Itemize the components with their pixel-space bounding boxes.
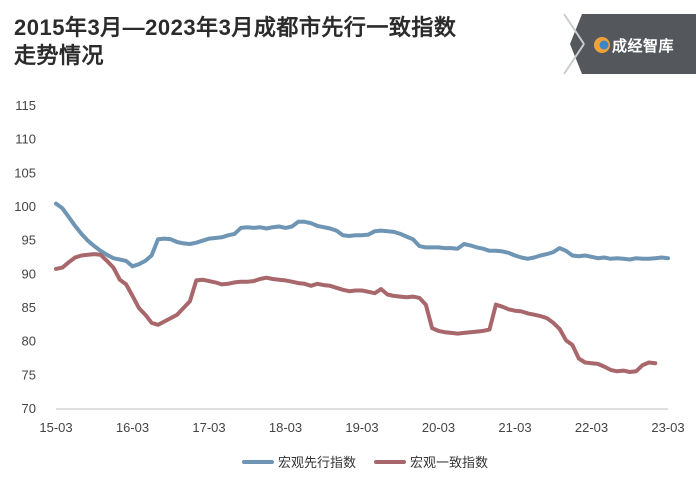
chart-title-line1: 2015年3月—2023年3月成都市先行一致指数 bbox=[14, 15, 457, 40]
x-tick-label: 23-03 bbox=[651, 420, 684, 435]
y-tick-label: 70 bbox=[22, 401, 36, 416]
y-tick-label: 75 bbox=[22, 367, 36, 382]
x-tick-label: 21-03 bbox=[498, 420, 531, 435]
series-lines bbox=[54, 201, 670, 374]
y-tick-label: 110 bbox=[15, 132, 36, 147]
chart-title: 2015年3月—2023年3月成都市先行一致指数 走势情况 bbox=[14, 14, 554, 70]
x-tick-label: 22-03 bbox=[575, 420, 608, 435]
y-tick-label: 105 bbox=[14, 165, 36, 180]
series-line-1 bbox=[54, 252, 658, 374]
y-tick-label: 95 bbox=[22, 233, 36, 248]
y-tick-label: 115 bbox=[15, 98, 36, 113]
y-tick-label: 80 bbox=[22, 334, 36, 349]
x-tick-label: 15-03 bbox=[39, 420, 72, 435]
x-axis: 15-03 16-03 17-03 18-03 19-03 20-03 21-03 22-03… bbox=[39, 408, 685, 435]
series-line-0 bbox=[54, 201, 670, 269]
logo-text: 成经智库 bbox=[612, 38, 675, 55]
y-axis: 70 75 80 85 90 95 100 105 110 115 bbox=[14, 98, 36, 416]
legend: 宏观先行指数 宏观一致指数 bbox=[242, 455, 488, 470]
x-tick-label: 19-03 bbox=[345, 420, 378, 435]
y-tick-label: 90 bbox=[22, 266, 36, 281]
chart-title-line2: 走势情况 bbox=[14, 43, 105, 68]
legend-label: 宏观先行指数 bbox=[278, 455, 356, 470]
x-tick-label: 17-03 bbox=[192, 420, 225, 435]
x-tick-label: 18-03 bbox=[269, 420, 302, 435]
logo-badge bbox=[563, 14, 696, 74]
y-tick-label: 100 bbox=[14, 199, 36, 214]
x-tick-label: 20-03 bbox=[422, 420, 455, 435]
legend-label: 宏观一致指数 bbox=[410, 455, 488, 470]
x-tick-label: 16-03 bbox=[116, 420, 149, 435]
y-tick-label: 85 bbox=[22, 300, 36, 315]
